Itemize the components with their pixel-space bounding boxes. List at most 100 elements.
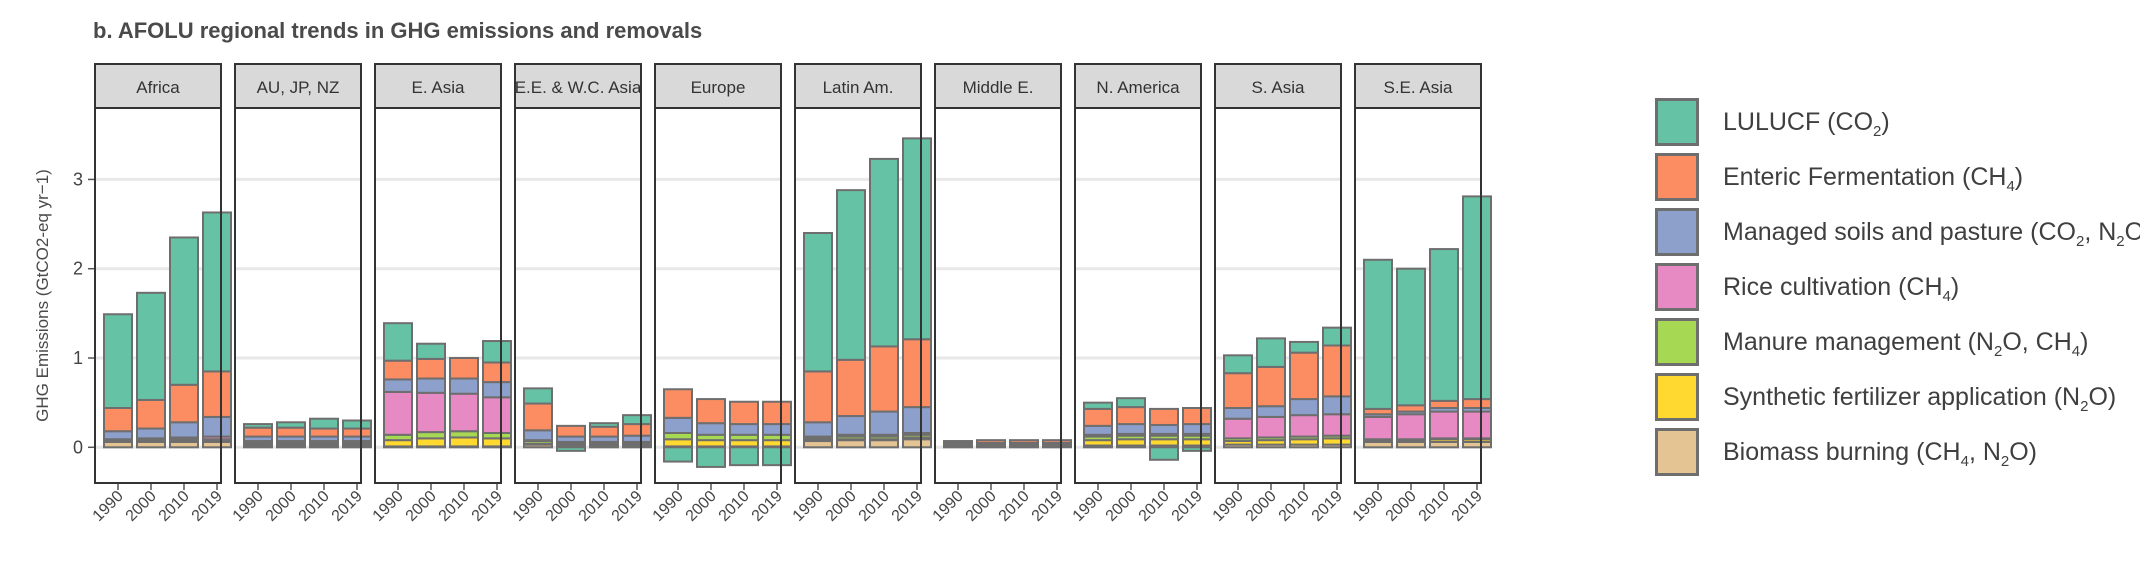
bar-segment-lulucf [342,419,372,430]
legend-item: Rice cultivation (CH4) [1655,261,2125,316]
bar-segment-soils [202,415,232,438]
bar-segment-lulucf [803,232,833,373]
bar-segment-soils [902,406,932,435]
panel-border [234,107,362,484]
legend-swatch [1655,98,1699,146]
bar-segment-enteric [103,407,133,433]
x-tick-label: 2000 [263,488,300,525]
bar-segment-lulucf [1396,267,1426,407]
x-tick-label: 2010 [716,488,753,525]
bar-segment-soils [869,410,899,436]
y-tick-label: 2 [73,259,83,279]
bar-segment-lulucf [836,189,866,361]
x-tick-label: 2010 [996,488,1033,525]
bar-segment-lulucf [523,387,553,405]
bar-segment-biomass [869,439,899,449]
bar-segment-soils [416,377,446,394]
bar-segment-lulucf [1322,326,1352,347]
bar-segment-rice [449,392,479,433]
bar-segment-enteric [663,388,693,419]
legend-item: Synthetic fertilizer application (N2O) [1655,371,2125,426]
legend-swatch [1655,208,1699,256]
bar-segment-soils [482,381,512,399]
facet-strip-label: E. Asia [412,78,465,97]
bar-segment-rice [1256,415,1286,439]
bar-segment-lulucf [1116,397,1146,409]
bar-segment-lulucf [622,414,652,426]
facet-strip-label: Middle E. [963,78,1034,97]
bar-segment-enteric [1289,351,1319,401]
panel-border [654,107,782,484]
x-tick-label: 2000 [1383,488,1420,525]
chart-title: b. AFOLU regional trends in GHG emission… [93,18,703,43]
facet-strip [1354,63,1482,109]
facet-strip [234,63,362,109]
x-tick-label: 2019 [1309,488,1346,525]
bar-segment-enteric [342,427,372,438]
x-tick-label: 1990 [370,488,407,525]
x-tick-label: 2019 [469,488,506,525]
y-axis-label: GHG Emissions (GtCO2-eq yr−1) [33,169,52,422]
x-tick-label: 2010 [1136,488,1173,525]
bar-segment-soils [1149,423,1179,435]
x-tick-label: 1990 [1350,488,1387,525]
bar-segment-rice [1289,414,1319,438]
facet-strip-label: AU, JP, NZ [257,78,340,97]
bar-segment-enteric [976,439,1006,444]
bar-segment-lulucf [1363,258,1393,410]
legend-label: Enteric Fermentation (CH4) [1723,163,2024,195]
bar-segment-enteric [202,370,232,418]
bar-segment-enteric [1182,407,1212,426]
x-tick-label: 2019 [1029,488,1066,525]
bar-segment-enteric [243,426,273,438]
bar-segment-enteric [836,358,866,418]
bar-segment-soils [1083,424,1113,436]
panel-border [1074,107,1202,484]
x-tick-label: 1990 [650,488,687,525]
bar-segment-rice [1462,410,1492,440]
panel-border [374,107,502,484]
bar-segment-synthetic [663,438,693,448]
bar-segment-enteric [482,361,512,384]
bar-segment-enteric [136,398,166,430]
bar-segment-lulucf [169,236,199,386]
bar-segment-soils [1116,423,1146,435]
legend-item: Biomass burning (CH4, N2O) [1655,426,2125,481]
bar-segment-enteric [943,440,973,444]
bar-segment-soils [663,416,693,435]
x-tick-label: 1990 [230,488,267,525]
x-tick-label: 2000 [823,488,860,525]
facet-strip-label: Latin Am. [823,78,894,97]
bar-segment-soils [169,421,199,439]
bar-segment-lulucf [1149,446,1179,461]
bar-segment-enteric [1009,439,1039,444]
bar-segment-lulucf [202,211,232,373]
x-tick-label: 2019 [1449,488,1486,525]
bar-segment-soils [1223,407,1253,420]
x-tick-label: 2019 [329,488,366,525]
x-tick-label: 1990 [930,488,967,525]
bar-segment-lulucf [482,340,512,364]
bar-segment-lulucf [589,422,619,428]
facet-strip-label: S.E. Asia [1384,78,1454,97]
x-tick-label: 2010 [856,488,893,525]
legend-swatch [1655,318,1699,366]
bar-segment-lulucf [556,446,586,452]
bar-segment-enteric [729,400,759,426]
bar-segment-soils [136,427,166,440]
facet-strip-label: N. America [1096,78,1180,97]
bar-segment-enteric [622,423,652,437]
bar-segment-soils [803,421,833,438]
facet-strip-label: E.E. & W.C. Asia [515,78,642,97]
x-tick-label: 2010 [1276,488,1313,525]
bar-segment-enteric [902,338,932,409]
bar-segment-lulucf [762,446,792,467]
facet-strip-label: S. Asia [1252,78,1305,97]
panel-border [1214,107,1342,484]
x-tick-label: 2019 [1169,488,1206,525]
bar-segment-enteric [1322,344,1352,398]
